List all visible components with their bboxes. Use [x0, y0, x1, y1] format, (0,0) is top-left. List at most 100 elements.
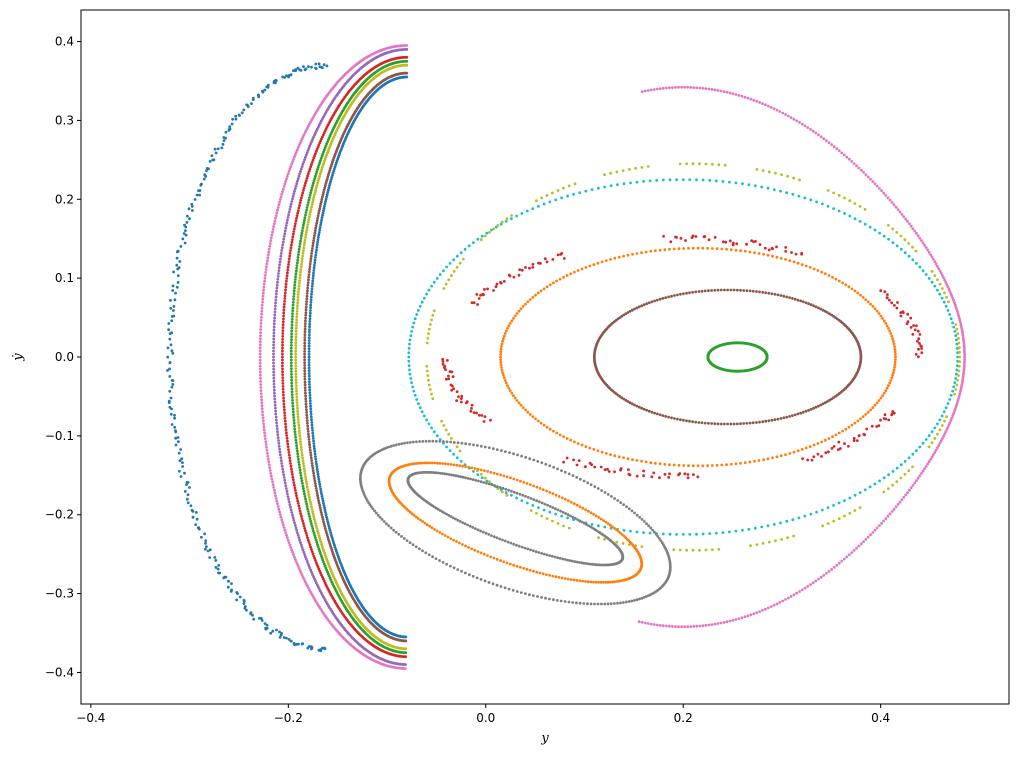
data-point: [455, 254, 459, 258]
data-point: [296, 211, 300, 215]
data-point: [307, 435, 311, 439]
data-point: [289, 246, 293, 250]
data-point: [291, 550, 294, 554]
data-point: [504, 491, 508, 494]
data-point: [405, 539, 409, 542]
data-point: [610, 495, 613, 498]
data-point: [532, 594, 535, 597]
data-point: [455, 399, 458, 402]
data-point: [284, 422, 287, 426]
data-point: [920, 239, 923, 242]
data-point: [795, 119, 799, 123]
data-point: [551, 191, 554, 195]
data-point: [775, 455, 779, 459]
data-point: [308, 325, 311, 329]
data-point: [945, 295, 948, 299]
data-point: [311, 277, 315, 280]
data-point: [312, 439, 315, 443]
data-point: [303, 358, 306, 362]
data-point: [827, 141, 831, 145]
data-point: [525, 482, 529, 485]
data-point: [706, 246, 709, 250]
data-point: [444, 368, 447, 371]
data-point: [293, 280, 297, 284]
data-point: [450, 274, 453, 277]
data-point: [486, 554, 489, 557]
data-point: [281, 385, 285, 388]
data-point: [259, 377, 262, 380]
data-point: [501, 538, 504, 542]
data-point: [310, 524, 314, 528]
data-point: [260, 309, 264, 313]
data-point: [303, 218, 306, 222]
data-point: [690, 236, 694, 240]
data-point: [284, 484, 288, 488]
data-point: [276, 433, 280, 437]
data-point: [830, 447, 834, 450]
x-axis-ticks: −0.4 −0.2 0.0 0.2 0.4: [76, 704, 890, 725]
data-point: [464, 465, 467, 469]
data-point: [472, 411, 476, 414]
data-point: [402, 537, 406, 540]
data-point: [758, 243, 762, 247]
data-point: [371, 507, 375, 511]
data-point: [729, 288, 733, 292]
data-point: [528, 457, 532, 461]
data-point: [901, 310, 905, 314]
data-point: [267, 460, 271, 464]
data-point: [308, 311, 312, 315]
data-point: [272, 340, 276, 344]
data-point: [881, 394, 884, 397]
data-point: [668, 472, 671, 476]
data-point: [892, 507, 896, 511]
data-point: [882, 234, 886, 238]
data-point: [306, 223, 310, 226]
data-point: [927, 460, 931, 464]
data-point: [635, 530, 639, 534]
data-point: [326, 151, 329, 155]
data-point: [622, 528, 626, 532]
data-point: [913, 481, 917, 485]
data-point: [734, 618, 738, 621]
data-point: [609, 171, 613, 175]
y-tick-label: 0.4: [55, 35, 74, 49]
data-point: [385, 522, 388, 526]
data-point: [776, 293, 780, 297]
data-point: [875, 184, 879, 188]
data-point: [291, 401, 295, 405]
data-point: [295, 267, 298, 270]
data-point: [435, 529, 439, 533]
data-point: [317, 567, 321, 571]
data-point: [691, 162, 695, 166]
data-point: [841, 281, 844, 285]
data-point: [282, 317, 285, 321]
data-point: [915, 479, 918, 483]
data-point: [425, 523, 429, 527]
data-point: [911, 258, 915, 262]
data-point: [631, 252, 634, 256]
data-point: [832, 519, 836, 523]
data-point: [947, 423, 951, 427]
data-point: [296, 146, 300, 150]
data-point: [291, 312, 294, 315]
data-point: [310, 203, 314, 206]
data-point: [323, 202, 327, 206]
data-point: [775, 108, 779, 112]
data-point: [438, 559, 441, 562]
data-point: [515, 496, 518, 500]
data-point: [566, 558, 570, 562]
data-point: [304, 316, 307, 320]
data-point: [596, 487, 600, 490]
data-point: [281, 240, 285, 244]
data-point: [304, 233, 308, 237]
data-point: [642, 469, 645, 473]
data-point: [573, 517, 577, 520]
data-point: [515, 590, 519, 593]
data-point: [309, 165, 312, 169]
data-point: [839, 447, 842, 450]
data-point: [302, 249, 305, 253]
data-point: [937, 267, 941, 270]
data-point: [692, 625, 696, 628]
data-point: [286, 445, 290, 449]
data-point: [297, 429, 301, 433]
